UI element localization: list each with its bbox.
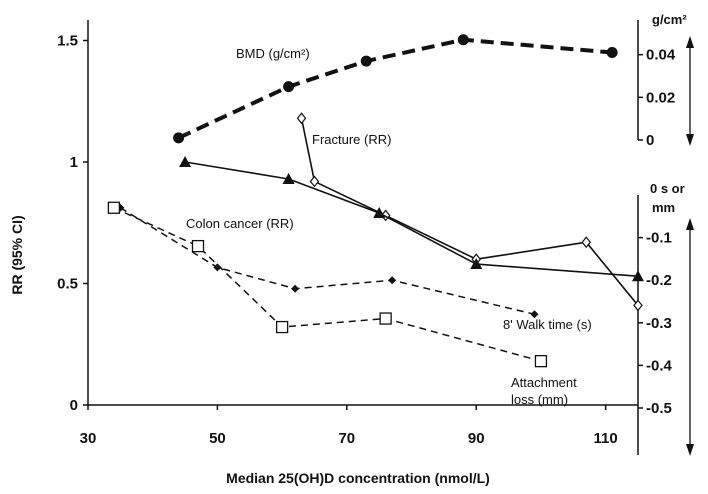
walk-axis-unit-line1: 0 s or [650, 181, 685, 196]
x-axis-title: Median 25(OH)D concentration (nmol/L) [226, 470, 490, 486]
fracture-point [633, 299, 643, 312]
bmd-arrow-up [686, 36, 694, 48]
walk-point [291, 284, 300, 293]
bmd-point [606, 47, 618, 59]
colon-point [373, 207, 386, 219]
fracture-point [309, 175, 320, 188]
walk-arrow-up [686, 218, 694, 230]
x-tick-label: 90 [468, 430, 485, 447]
attachment-series-label-line1: Attachment [511, 375, 577, 390]
bmd-tick-label: 0.04 [646, 47, 676, 64]
y-axis-title: RR (95% CI) [9, 215, 25, 294]
attachment-point [534, 354, 548, 368]
fracture-point [296, 112, 307, 125]
attachment-series-label-line2: loss (mm) [511, 392, 568, 407]
x-tick-label: 70 [338, 430, 355, 447]
walk-tick-label: -0.1 [646, 230, 672, 247]
walk-point [213, 263, 222, 272]
series-colon [179, 156, 644, 282]
x-tick-label: 110 [594, 430, 618, 447]
walk-axis-unit-line2: mm [652, 200, 675, 215]
attachment-point [191, 239, 205, 253]
bmd-axis-unit: g/cm² [652, 12, 687, 27]
walk-tick-label: -0.3 [646, 315, 672, 332]
bmd-point [283, 81, 295, 93]
bmd-tick-label: 0 [646, 132, 654, 149]
walk-point [388, 276, 397, 285]
bmd-tick-label: 0.02 [646, 89, 675, 106]
fracture-series-label: Fracture (RR) [312, 132, 391, 147]
colon-series-label: Colon cancer (RR) [186, 216, 294, 231]
series-walk [116, 203, 539, 319]
fracture-line [300, 118, 639, 306]
attachment-point [275, 320, 289, 334]
walk-arrow-down [686, 444, 694, 456]
attachment-point [379, 312, 392, 325]
series-attachment [107, 201, 548, 368]
attachment-line [113, 207, 542, 362]
series-bmd [173, 34, 618, 144]
bmd-point [457, 34, 469, 46]
fracture-point [581, 236, 592, 249]
series-layer [107, 34, 644, 368]
walk-point [530, 310, 539, 319]
bmd-series-label: BMD (g/cm²) [236, 46, 310, 61]
walk-tick-label: -0.2 [646, 272, 672, 289]
y-tick-label: 0 [70, 397, 78, 414]
walk-tick-label: -0.4 [646, 357, 673, 374]
y-tick-label: 1 [70, 154, 78, 171]
colon-point [470, 258, 483, 270]
walk-line [119, 207, 535, 316]
series-fracture [296, 112, 643, 312]
bmd-point [173, 132, 185, 144]
labels-layer: Median 25(OH)D concentration (nmol/L) RR… [9, 12, 687, 486]
walk-series-label: 8' Walk time (s) [503, 317, 592, 332]
walk-tick-label: -0.5 [646, 400, 672, 417]
bmd-point [360, 55, 372, 67]
x-tick-label: 30 [80, 430, 97, 447]
x-tick-label: 50 [209, 430, 226, 447]
axes: 30 50 70 90 110 0 0.5 1 1.5 0 0.02 0.04 -0.1 -0.2 -0.3… [57, 20, 694, 456]
colon-point [632, 270, 644, 282]
bmd-arrow-down [686, 134, 694, 146]
attachment-point [107, 201, 121, 214]
colon-point [179, 156, 192, 167]
colon-point [282, 173, 295, 185]
y-tick-label: 0.5 [57, 276, 78, 293]
y-tick-label: 1.5 [57, 33, 78, 50]
